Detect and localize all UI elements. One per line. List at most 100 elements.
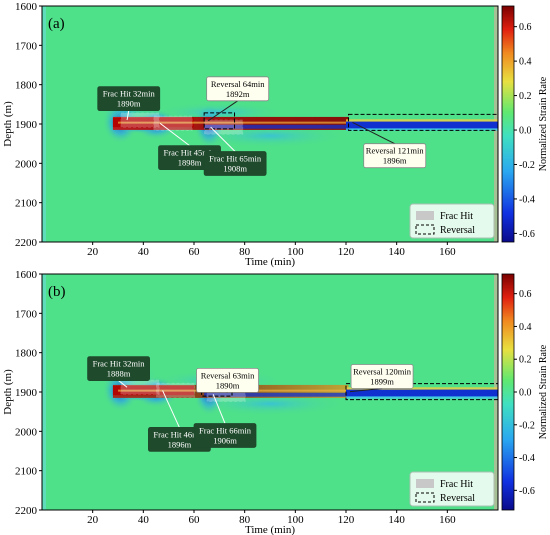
annotation-leader: [212, 394, 226, 424]
annotation-title: Frac Hit 65min: [209, 154, 262, 164]
annotation-leader: [352, 121, 395, 145]
legend-swatch-reversal: [415, 492, 435, 503]
colorbar-tick-label: -0.4: [519, 453, 535, 464]
post-reversal-upper-edge: [346, 119, 498, 122]
annotation-depth: 1890m: [117, 99, 141, 109]
x-tick-label: 80: [239, 246, 251, 258]
colorbar-tick-label: 0.4: [519, 57, 532, 68]
colorbar-tick-label: 0.2: [519, 91, 532, 102]
annotation-depth: 1899m: [370, 376, 394, 386]
annotation-leader: [349, 387, 383, 393]
panel-label: (a): [48, 16, 65, 32]
reversal-label-box: [196, 367, 259, 393]
annotation-leader: [159, 122, 190, 147]
y-tick-label: 2100: [15, 466, 38, 478]
annotation-leader: [118, 380, 128, 388]
x-tick-label: 160: [439, 514, 456, 526]
panel-a: 1600 1700 1800 1900 2000 2100 2200 20 40 60 80 100 1…: [2, 1, 549, 268]
panel-label: (b): [48, 284, 66, 300]
annotation-depth: 1888m: [107, 369, 131, 379]
y-tick-label: 1700: [15, 308, 38, 320]
colorbar-tick-label: 0.0: [519, 126, 532, 137]
legend-label: Frac Hit: [440, 479, 473, 490]
y-tick-label: 2200: [15, 237, 38, 249]
colorbar-tick-label: -0.2: [519, 420, 535, 431]
frac-hit-zone-1: [153, 115, 193, 131]
annotation-depth: 1890m: [216, 380, 240, 390]
y-tick-label: 2000: [15, 426, 38, 438]
x-tick-label: 100: [287, 246, 304, 258]
frac-hit-label-box: [87, 356, 150, 382]
frac-hit-zone-0: [120, 112, 160, 128]
frac-hit-label-box: [193, 423, 257, 448]
annotation-leader: [210, 126, 236, 152]
legend-label: Reversal: [440, 493, 475, 504]
colorbar-label: Normalized Strain Rate: [538, 76, 549, 171]
reversal-label-box: [350, 364, 414, 389]
x-tick-label: 160: [439, 246, 456, 258]
annotation-depth: 1896m: [168, 439, 192, 449]
frac-hit-label-box: [97, 86, 161, 112]
legend: Frac Hit Reversal: [409, 471, 495, 507]
reversal-label-box: [206, 76, 270, 102]
y-tick-label: 1900: [15, 387, 38, 399]
annotation-leader: [126, 110, 130, 121]
compression-band: [204, 392, 346, 397]
y-tick-label: 2100: [15, 198, 38, 210]
x-axis-label: Time (min): [245, 256, 295, 268]
y-axis-label: Depth (m): [2, 369, 14, 415]
legend-label: Frac Hit: [440, 211, 473, 222]
annotation-depth: 1896m: [383, 156, 407, 166]
frac-hit-zone-1: [156, 382, 196, 398]
y-tick-label: 1900: [15, 119, 38, 131]
annotation-title: Frac Hit 66min: [199, 425, 252, 435]
annotation-depth: 1892m: [226, 89, 250, 99]
heatmap-edge-left: [42, 274, 46, 510]
post-reversal-band: [346, 121, 498, 129]
legend-swatch-frac-hit: [416, 211, 434, 220]
strain-streak: [118, 121, 346, 124]
colorbar-label: Normalized Strain Rate: [538, 344, 549, 439]
colorbar-tick-label: 0.2: [519, 355, 532, 366]
y-tick-label: 1800: [15, 80, 38, 92]
x-tick-label: 20: [87, 514, 99, 526]
y-tick-label: 2000: [15, 158, 38, 170]
colorbar-tick-label: -0.2: [519, 160, 535, 171]
annotation-title: Reversal 64min: [211, 79, 265, 89]
post-reversal-lower-edge: [346, 396, 498, 399]
frac-hit-zone-2: [204, 119, 244, 135]
x-tick-label: 60: [189, 246, 201, 258]
frac-hit-label-box: [203, 151, 267, 176]
y-axis-label: Depth (m): [2, 101, 14, 147]
colorbar-tick-label: 0.4: [519, 322, 532, 333]
annotation-title: Reversal 63min: [201, 370, 255, 380]
colorbar-tick-label: 0.6: [519, 22, 532, 33]
y-tick-label: 1800: [15, 348, 38, 360]
x-tick-label: 40: [138, 246, 150, 258]
post-reversal-band: [346, 389, 498, 397]
legend-swatch-reversal: [415, 224, 435, 235]
annotation-depth: 1908m: [223, 164, 247, 174]
colorbar-tick-label: 0.0: [519, 388, 532, 399]
colorbar: [501, 273, 515, 511]
annotation-title: Frac Hit 46min: [153, 429, 206, 439]
colorbar-tick-label: -0.6: [519, 486, 535, 497]
post-reversal-upper-edge: [346, 387, 498, 390]
annotation-title: Frac Hit 32min: [93, 359, 146, 369]
y-tick-label: 1600: [15, 1, 38, 13]
x-axis-label: Time (min): [245, 524, 295, 535]
legend-label: Reversal: [440, 225, 475, 236]
post-reversal-lower-edge: [346, 128, 498, 131]
colorbar-tick-label: 0.6: [519, 289, 532, 300]
annotation-title: Reversal 120min: [353, 366, 412, 376]
annotation-title: Frac Hit 32min: [103, 89, 156, 99]
annotation-title: Reversal 121min: [366, 146, 425, 156]
x-tick-label: 40: [138, 514, 150, 526]
annotation-title: Frac Hit 45min: [164, 148, 217, 158]
y-tick-label: 1700: [15, 40, 38, 52]
y-tick-label: 2200: [15, 505, 38, 517]
annotation-leader: [207, 100, 238, 122]
reversal-label-box: [363, 143, 427, 169]
colorbar-tick-label: -0.4: [519, 194, 535, 205]
